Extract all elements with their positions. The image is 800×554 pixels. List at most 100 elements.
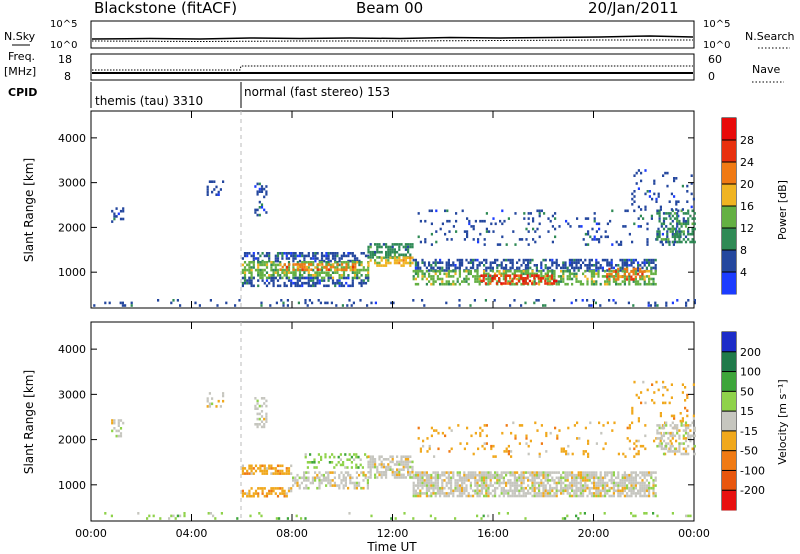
range-gate-cell bbox=[637, 492, 640, 495]
range-gate-cell bbox=[593, 481, 596, 485]
range-gate-cell bbox=[337, 455, 340, 459]
range-gate-cell bbox=[467, 282, 470, 286]
range-gate-cell bbox=[480, 517, 483, 520]
range-gate-cell bbox=[292, 281, 295, 285]
range-gate-cell bbox=[555, 481, 558, 485]
range-gate-cell bbox=[400, 463, 403, 466]
range-gate-cell bbox=[492, 455, 495, 458]
range-gate-cell bbox=[404, 253, 407, 257]
range-gate-cell bbox=[551, 486, 554, 490]
range-gate-cell bbox=[492, 444, 495, 448]
range-gate-cell bbox=[443, 282, 446, 286]
range-gate-cell bbox=[626, 437, 629, 440]
range-gate-cell bbox=[481, 444, 484, 448]
nsearch-label: N.Search bbox=[745, 30, 795, 43]
range-gate-cell bbox=[660, 222, 663, 226]
range-gate-cell bbox=[490, 222, 493, 226]
range-gate-cell bbox=[487, 514, 490, 518]
range-gate-cell bbox=[564, 269, 567, 273]
range-gate-cell bbox=[445, 301, 448, 305]
range-gate-cell bbox=[571, 489, 574, 493]
range-gate-cell bbox=[553, 299, 556, 302]
range-gate-cell bbox=[454, 489, 457, 493]
range-gate-cell bbox=[113, 421, 116, 425]
range-gate-cell bbox=[485, 479, 488, 482]
range-gate-cell bbox=[425, 473, 428, 477]
range-gate-cell bbox=[516, 476, 519, 480]
range-gate-cell bbox=[378, 471, 381, 474]
range-gate-cell bbox=[458, 282, 461, 286]
range-gate-cell bbox=[675, 200, 678, 203]
range-gate-cell bbox=[527, 264, 530, 267]
nsky-tick-low: 10^0 bbox=[50, 40, 77, 51]
range-gate-cell bbox=[279, 284, 282, 288]
range-gate-cell bbox=[423, 272, 426, 276]
range-gate-cell bbox=[467, 492, 470, 495]
cpid-strip: CPID themis (tau) 3310 normal (fast ster… bbox=[8, 82, 390, 108]
range-gate-cell bbox=[634, 275, 637, 279]
range-gate-cell bbox=[586, 299, 589, 302]
range-gate-cell bbox=[526, 274, 529, 277]
range-gate-cell bbox=[434, 476, 437, 480]
range-gate-cell bbox=[276, 263, 280, 267]
range-gate-cell bbox=[485, 269, 488, 272]
range-gate-cell bbox=[625, 275, 629, 279]
range-gate-cell bbox=[604, 494, 607, 498]
range-gate-cell bbox=[687, 514, 690, 518]
range-gate-cell bbox=[606, 272, 609, 276]
range-gate-cell bbox=[276, 252, 280, 255]
range-gate-cell bbox=[314, 284, 317, 288]
range-gate-cell bbox=[623, 479, 626, 482]
range-gate-cell bbox=[662, 426, 666, 430]
range-gate-cell bbox=[650, 471, 653, 474]
range-gate-cell bbox=[582, 261, 585, 264]
range-gate-cell bbox=[402, 261, 405, 265]
range-gate-cell bbox=[507, 258, 510, 262]
range-gate-cell bbox=[623, 277, 626, 281]
range-gate-cell bbox=[662, 222, 666, 226]
range-gate-cell bbox=[176, 514, 179, 518]
range-gate-cell bbox=[111, 429, 114, 433]
range-gate-cell bbox=[276, 487, 280, 490]
range-gate-cell bbox=[243, 261, 247, 264]
range-gate-cell bbox=[513, 489, 516, 493]
range-gate-cell bbox=[445, 471, 448, 474]
range-gate-cell bbox=[483, 272, 486, 276]
range-gate-cell bbox=[179, 514, 182, 518]
range-gate-cell bbox=[294, 481, 297, 485]
range-gate-cell bbox=[687, 299, 690, 302]
range-gate-cell bbox=[334, 254, 337, 258]
range-gate-cell bbox=[283, 284, 286, 288]
power-colorbar-label: Power [dB] bbox=[776, 180, 789, 240]
range-gate-cell bbox=[346, 466, 349, 469]
range-gate-cell bbox=[272, 276, 275, 280]
colorbar-swatch bbox=[722, 490, 736, 511]
range-gate-cell bbox=[263, 195, 266, 199]
range-gate-cell bbox=[483, 243, 486, 246]
range-gate-cell bbox=[682, 424, 685, 427]
range-gate-cell bbox=[595, 473, 598, 477]
range-gate-cell bbox=[303, 265, 306, 269]
range-gate-cell bbox=[600, 431, 603, 435]
range-gate-cell bbox=[252, 261, 255, 264]
range-gate-cell bbox=[624, 455, 627, 458]
range-gate-cell bbox=[419, 471, 422, 474]
range-gate-cell bbox=[338, 259, 341, 263]
range-gate-cell bbox=[615, 282, 618, 286]
range-gate-cell bbox=[641, 266, 644, 270]
range-gate-cell bbox=[595, 492, 598, 495]
range-gate-cell bbox=[601, 269, 604, 272]
range-gate-cell bbox=[268, 492, 271, 495]
range-gate-cell bbox=[587, 243, 590, 246]
range-gate-cell bbox=[347, 261, 350, 264]
range-gate-cell bbox=[673, 212, 677, 215]
range-gate-cell bbox=[385, 259, 388, 262]
range-gate-cell bbox=[307, 279, 310, 282]
range-gate-cell bbox=[417, 261, 420, 264]
range-gate-cell bbox=[646, 227, 649, 231]
range-gate-cell bbox=[671, 230, 674, 233]
range-gate-cell bbox=[425, 269, 428, 273]
range-gate-cell bbox=[111, 209, 114, 213]
range-gate-cell bbox=[254, 492, 258, 495]
